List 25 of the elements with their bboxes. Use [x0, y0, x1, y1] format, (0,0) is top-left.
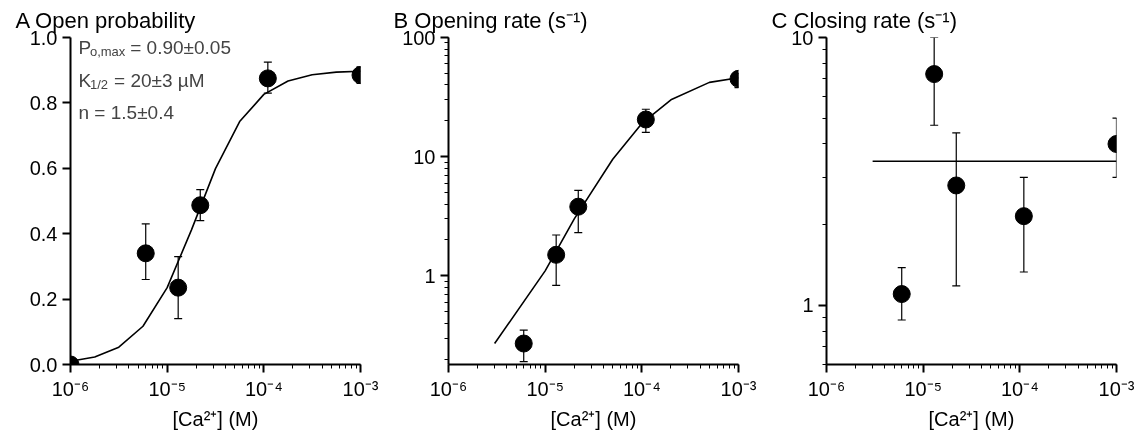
y-tick-label: 0.4	[29, 222, 58, 245]
x-tick-label: 10⁻⁶	[807, 377, 846, 400]
y-tick-label: 0.8	[29, 91, 58, 114]
x-tick-label: 10⁻⁴	[622, 377, 661, 400]
x-tick-label: 10⁻⁴	[244, 377, 283, 400]
x-tick-label: 10⁻³	[1098, 377, 1135, 400]
x-axis-title: [Ca²⁺] (M)	[172, 407, 259, 430]
y-tick-label: 1	[802, 294, 814, 317]
x-tick-label: 10⁻⁶	[51, 377, 90, 400]
x-tick-label: 10⁻⁶	[429, 377, 468, 400]
chart-title: C Closing rate (s⁻¹)	[771, 7, 957, 33]
y-tick-label: 0.0	[29, 353, 58, 376]
x-axis-title: [Ca²⁺] (M)	[550, 407, 637, 430]
x-tick-label: 10⁻⁴	[1000, 377, 1039, 400]
y-tick-label: 0.2	[29, 288, 58, 311]
x-tick-label: 10⁻⁵	[526, 377, 564, 400]
x-tick-label: 10⁻⁵	[148, 377, 186, 400]
x-tick-label: 10⁻⁵	[904, 377, 942, 400]
y-tick-label: 1	[424, 264, 436, 287]
x-tick-label: 10⁻³	[342, 377, 379, 400]
x-tick-label: 10⁻³	[720, 377, 757, 400]
y-tick-label: 10	[413, 145, 436, 168]
annotation: n = 1.5±0.4	[78, 102, 175, 124]
y-tick-label: 0.6	[29, 157, 58, 180]
x-axis-title: [Ca²⁺] (M)	[928, 407, 1015, 430]
